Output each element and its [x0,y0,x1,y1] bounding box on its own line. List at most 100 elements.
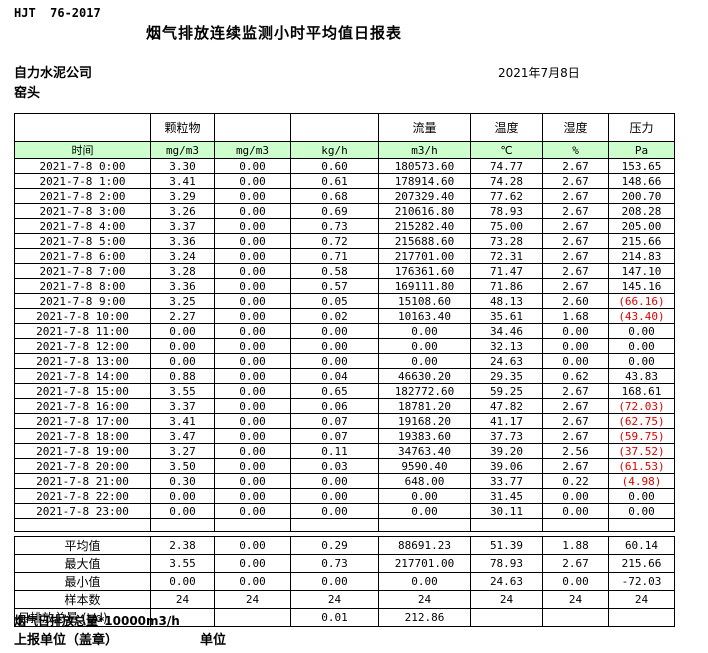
group-header-cell: 颗粒物 [150,113,215,142]
value-cell: 205.00 [608,218,675,234]
value-cell: 2.67 [542,413,609,429]
hourly-data-row: 2021-7-8 7:00 3.28 0.00 0.58 176361.60 71.47 2… [14,263,675,279]
reporting-unit-label: 上报单位（盖章） [14,633,119,648]
value-cell: 0.00 [214,188,291,204]
time-cell [14,518,151,532]
value-cell: 0.60 [290,158,379,174]
value-cell: 0.07 [290,428,379,444]
value-cell: 0.11 [290,443,379,459]
value-cell: 3.25 [150,293,215,309]
value-cell: 2.67 [542,188,609,204]
value-cell: 0.73 [290,218,379,234]
row-label-cell: 最小值 [14,572,151,591]
hourly-data-row: 2021-7-8 16:00 3.37 0.00 0.06 18781.20 47.82 2… [14,398,675,414]
value-cell: 78.93 [470,554,543,573]
hourly-data-row: 2021-7-8 22:00 0.00 0.00 0.00 0.00 31.45 0.00 0… [14,488,675,504]
value-cell: 0.00 [214,458,291,474]
unit-header-cell: kg/h [290,141,379,159]
value-cell: 215282.40 [378,218,471,234]
value-cell: 180573.60 [378,158,471,174]
value-cell: (61.53) [608,458,675,474]
value-cell: 3.55 [150,554,215,573]
value-cell: (4.98) [608,473,675,489]
value-cell: 0.88 [150,368,215,384]
time-cell: 2021-7-8 14:00 [14,368,151,384]
value-cell: 0.00 [150,503,215,519]
value-cell: 0.30 [150,473,215,489]
summary-row: 最小值 0.00 0.00 0.00 0.00 24.63 0.00 -72.03 [14,572,675,591]
value-cell: 153.65 [608,158,675,174]
hourly-data-row: 2021-7-8 23:00 0.00 0.00 0.00 0.00 30.11 0.00 0… [14,503,675,519]
monitoring-point: 窑头 [14,86,41,101]
value-cell: 60.14 [608,536,675,555]
value-cell: 0.68 [290,188,379,204]
value-cell: 10163.40 [378,308,471,324]
unit-header-cell: mg/m3 [214,141,291,159]
time-cell: 2021-7-8 15:00 [14,383,151,399]
time-cell: 2021-7-8 18:00 [14,428,151,444]
value-cell: 74.77 [470,158,543,174]
value-cell: 0.04 [290,368,379,384]
value-cell: 3.26 [150,203,215,219]
page-title: 烟气排放连续监测小时平均值日报表 [145,24,402,42]
value-cell: 215688.60 [378,233,471,249]
value-cell: 31.45 [470,488,543,504]
hourly-data-row: 2021-7-8 10:00 2.27 0.00 0.02 10163.40 35.61 1… [14,308,675,324]
value-cell: 18781.20 [378,398,471,414]
value-cell: 3.37 [150,398,215,414]
row-label-cell: 日排放总量 (t/d) [14,608,151,627]
hourly-data-row: 2021-7-8 13:00 0.00 0.00 0.00 0.00 24.63 0.00 0… [14,353,675,369]
hourly-data-row: 2021-7-8 15:00 3.55 0.00 0.65 182772.60 59.25… [14,383,675,399]
time-cell: 2021-7-8 0:00 [14,158,151,174]
hourly-data-row: 2021-7-8 9:00 3.25 0.00 0.05 15108.60 48.13 2.… [14,293,675,309]
value-cell: 0.00 [290,473,379,489]
value-cell: 210616.80 [378,203,471,219]
value-cell: 0.00 [150,572,215,591]
value-cell: 0.03 [290,458,379,474]
unit-header-cell: ℃ [470,141,543,159]
value-cell: 2.67 [542,554,609,573]
value-cell: 2.67 [542,398,609,414]
blank-row [14,518,675,532]
value-cell: -72.03 [608,572,675,591]
value-cell: 51.39 [470,536,543,555]
time-cell: 2021-7-8 13:00 [14,353,151,369]
value-cell: (37.52) [608,443,675,459]
time-cell: 2021-7-8 12:00 [14,338,151,354]
value-cell: 3.50 [150,458,215,474]
hourly-data-row: 2021-7-8 18:00 3.47 0.00 0.07 19383.60 37.73 2… [14,428,675,444]
value-cell: 0.07 [290,413,379,429]
value-cell: (62.75) [608,413,675,429]
value-cell: 200.70 [608,188,675,204]
time-cell: 2021-7-8 22:00 [14,488,151,504]
value-cell: 19383.60 [378,428,471,444]
time-cell: 2021-7-8 21:00 [14,473,151,489]
value-cell: 3.47 [150,428,215,444]
value-cell: 0.00 [214,368,291,384]
value-cell [290,518,379,532]
value-cell: 208.28 [608,203,675,219]
group-header-cell: 湿度 [542,113,609,142]
value-cell [608,608,675,627]
value-cell [378,518,471,532]
value-cell: 3.36 [150,278,215,294]
group-header-cell: 流量 [378,113,471,142]
value-cell: (66.16) [608,293,675,309]
value-cell: 24 [378,590,471,609]
hourly-data-row: 2021-7-8 21:00 0.30 0.00 0.00 648.00 33.77 0.2… [14,473,675,489]
time-cell: 2021-7-8 19:00 [14,443,151,459]
value-cell: 0.22 [542,473,609,489]
value-cell: 0.00 [214,413,291,429]
value-cell: 0.00 [214,488,291,504]
value-cell: 88691.23 [378,536,471,555]
value-cell: 3.36 [150,233,215,249]
value-cell: 3.29 [150,188,215,204]
value-cell: 0.01 [290,608,379,627]
value-cell: 73.28 [470,233,543,249]
value-cell: 0.00 [608,353,675,369]
value-cell: 147.10 [608,263,675,279]
hourly-data-row: 2021-7-8 20:00 3.50 0.00 0.03 9590.40 39.06 2.… [14,458,675,474]
value-cell: 2.67 [542,458,609,474]
value-cell: 77.62 [470,188,543,204]
value-cell: 2.67 [542,428,609,444]
